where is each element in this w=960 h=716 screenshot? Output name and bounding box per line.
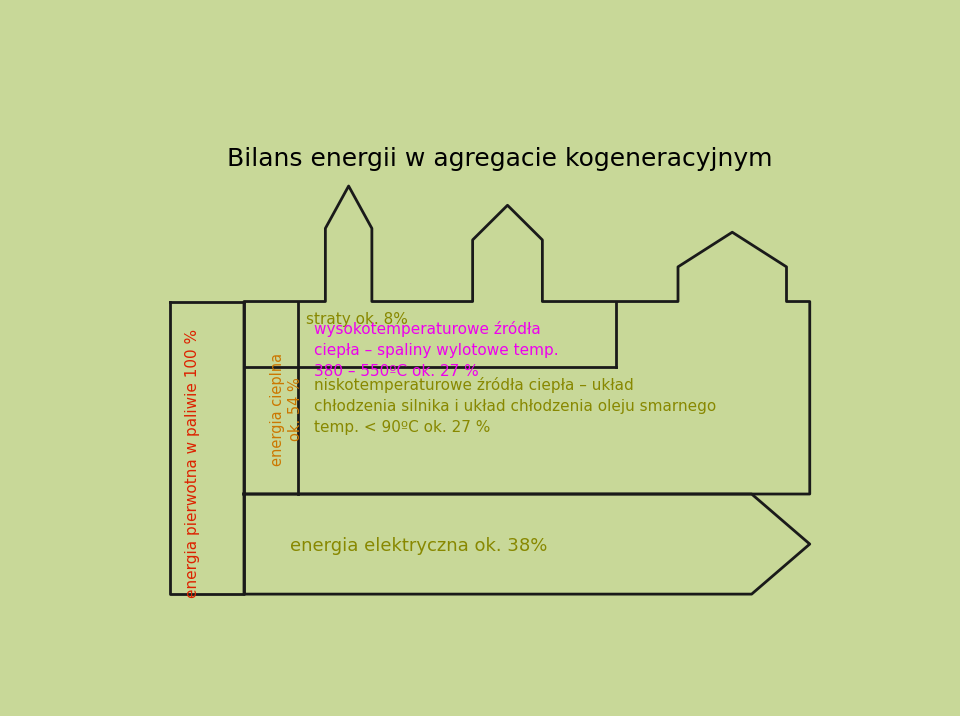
Text: niskotemperaturowe źródła ciepła – układ
chłodzenia silnika i układ chłodzenia o: niskotemperaturowe źródła ciepła – układ… (314, 377, 716, 435)
Text: energia elektryczna ok. 38%: energia elektryczna ok. 38% (291, 536, 548, 555)
Text: energia pierwotna w paliwie 100 %: energia pierwotna w paliwie 100 % (184, 329, 200, 598)
Text: wysokotemperaturowe źródła
ciepła – spaliny wylotowe temp.
380 – 550ºC ok. 27 %: wysokotemperaturowe źródła ciepła – spal… (314, 321, 559, 379)
Text: straty ok. 8%: straty ok. 8% (306, 311, 408, 326)
Text: Bilans energii w agregacie kogeneracyjnym: Bilans energii w agregacie kogeneracyjny… (227, 147, 773, 171)
Text: energia cieplna
ok. 54 %: energia cieplna ok. 54 % (271, 353, 302, 466)
